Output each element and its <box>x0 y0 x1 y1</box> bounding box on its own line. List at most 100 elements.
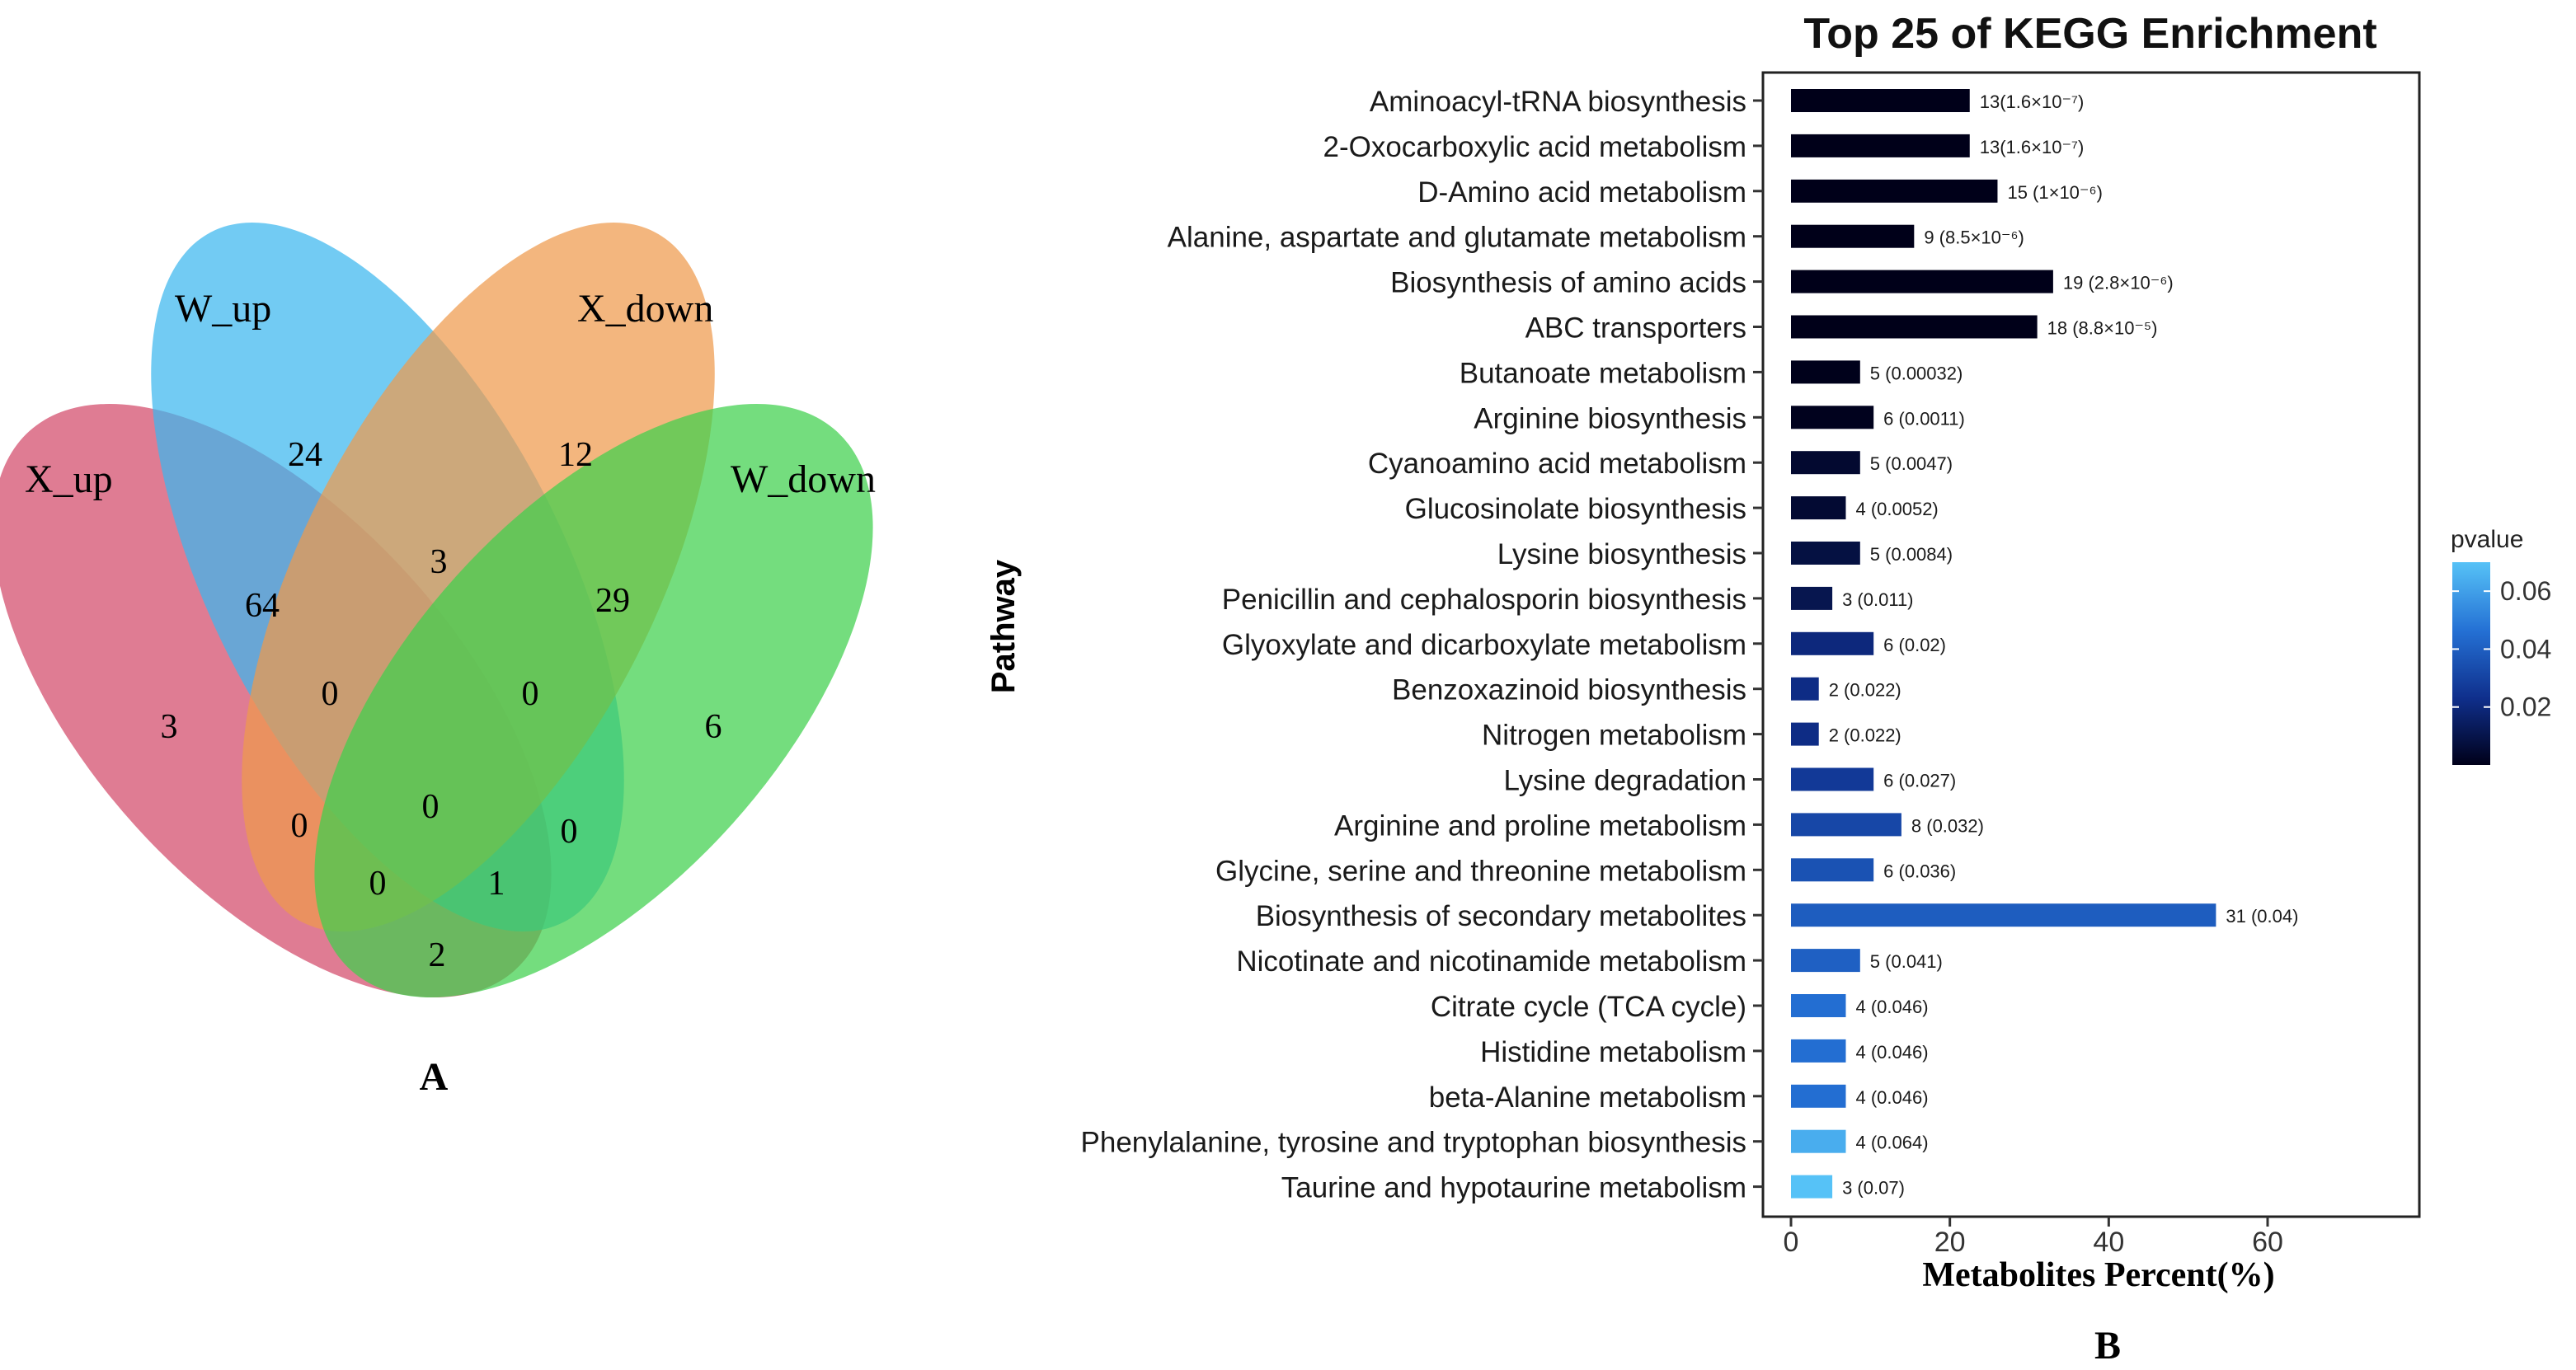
bar <box>1791 179 1998 203</box>
bar-value-label: 4 (0.046) <box>1855 997 1928 1017</box>
bar <box>1791 631 1874 655</box>
bar-value-label: 3 (0.07) <box>1842 1178 1905 1199</box>
venn-count-x-up-x-down-w-down: 0 <box>369 865 387 903</box>
venn-count-x-up-x-down: 0 <box>291 807 308 845</box>
category-label: Alanine, aspartate and glutamate metabol… <box>1168 222 1746 254</box>
category-label: Nicotinate and nicotinamide metabolism <box>1236 945 1746 978</box>
bar <box>1791 949 1860 973</box>
bar <box>1791 1084 1846 1108</box>
bar-value-label: 4 (0.046) <box>1855 1087 1928 1108</box>
bar-value-label: 13(1.6×10⁻⁷) <box>1980 91 2085 112</box>
panel-label-a: A <box>420 1055 449 1099</box>
bar <box>1791 496 1846 520</box>
bar-value-label: 3 (0.011) <box>1842 589 1913 610</box>
category-label: Benzoxazinoid biosynthesis <box>1392 674 1746 706</box>
category-label: Arginine and proline metabolism <box>1334 809 1746 842</box>
y-axis-title: Pathway <box>985 559 1022 693</box>
legend-tick-label: 0.04 <box>2500 634 2551 664</box>
bar-value-label: 4 (0.046) <box>1855 1042 1928 1063</box>
category-label: ABC transporters <box>1525 312 1746 345</box>
bar <box>1791 813 1901 837</box>
bar-value-label: 5 (0.00032) <box>1870 363 1963 383</box>
bar <box>1791 677 1819 701</box>
bar <box>1791 89 1970 112</box>
bar <box>1791 586 1833 610</box>
bar-value-label: 6 (0.036) <box>1883 861 1956 881</box>
venn-count-x-up-w-up: 64 <box>245 587 280 625</box>
x-tick-label: 20 <box>1934 1227 1966 1258</box>
x-axis-ticks: 0 20 40 60 <box>1784 1217 2283 1258</box>
bar-value-label: 8 (0.032) <box>1911 815 1984 836</box>
venn-set-label-w-up: W_up <box>175 287 271 331</box>
venn-count-all-four: 0 <box>422 788 440 826</box>
bar-value-label: 13(1.6×10⁻⁷) <box>1980 137 2085 157</box>
bar-value-labels: 13(1.6×10⁻⁷) 13(1.6×10⁻⁷) 15 (1×10⁻⁶) 9 (8.… <box>1829 91 2299 1199</box>
category-label: Biosynthesis of secondary metabolites <box>1256 900 1746 932</box>
x-tick-label: 40 <box>2093 1227 2124 1258</box>
category-label: Glucosinolate biosynthesis <box>1405 493 1746 525</box>
bar-value-label: 4 (0.0052) <box>1855 499 1938 519</box>
category-label: Nitrogen metabolism <box>1482 720 1746 752</box>
venn-count-w-up-w-down: 0 <box>561 813 578 851</box>
x-tick-label: 60 <box>2252 1227 2283 1258</box>
bar <box>1791 270 2053 293</box>
x-axis-title: Metabolites Percent(%) <box>1922 1256 2274 1294</box>
venn-count-w-down-only: 6 <box>705 708 722 746</box>
category-label: Penicillin and cephalosporin biosynthesi… <box>1222 584 1746 616</box>
bar <box>1791 1039 1846 1063</box>
venn-set-label-x-down: X_down <box>577 287 713 331</box>
venn-count-w-up-only: 24 <box>288 436 322 474</box>
bar-value-label: 5 (0.041) <box>1870 951 1943 972</box>
venn-count-x-up-w-up-w-down: 1 <box>488 865 505 903</box>
bar-value-label: 18 (8.8×10⁻⁵) <box>2047 318 2158 339</box>
legend-ticks: 0.02 0.04 0.06 <box>2452 576 2551 722</box>
category-label: Citrate cycle (TCA cycle) <box>1431 991 1746 1023</box>
venn-set-w-down <box>314 404 873 997</box>
category-label: D-Amino acid metabolism <box>1417 176 1746 209</box>
category-labels: Aminoacyl-tRNA biosynthesis 2-Oxocarboxyl… <box>1081 86 1746 1204</box>
bar-value-label: 5 (0.0047) <box>1870 453 1953 474</box>
bar <box>1791 1175 1833 1199</box>
category-label: Aminoacyl-tRNA biosynthesis <box>1370 86 1746 118</box>
bar-value-label: 19 (2.8×10⁻⁶) <box>2063 273 2174 293</box>
category-label: Butanoate metabolism <box>1460 357 1746 389</box>
category-label: Arginine biosynthesis <box>1474 402 1746 434</box>
bar-value-label: 15 (1×10⁻⁶) <box>2007 182 2102 203</box>
legend-tick-label: 0.02 <box>2500 692 2551 722</box>
venn-count-x-up-w-down: 2 <box>429 936 446 974</box>
bar <box>1791 767 1874 791</box>
category-label: 2-Oxocarboxylic acid metabolism <box>1323 131 1746 163</box>
category-label: Histidine metabolism <box>1480 1036 1746 1068</box>
venn-count-x-up-w-up-x-down: 0 <box>322 675 339 713</box>
category-label: Glycine, serine and threonine metabolism <box>1215 855 1746 887</box>
bar <box>1791 406 1874 429</box>
x-tick-label: 0 <box>1784 1227 1799 1258</box>
bar <box>1791 542 1860 565</box>
pvalue-legend: pvalue 0.02 0.04 0.06 <box>2451 526 2551 765</box>
bar <box>1791 315 2038 339</box>
bar <box>1791 903 2216 927</box>
chart-title: Top 25 of KEGG Enrichment <box>1803 10 2376 58</box>
panel-label-b: B <box>2094 1324 2121 1368</box>
bar-value-label: 6 (0.027) <box>1883 771 1956 791</box>
legend-title: pvalue <box>2451 526 2523 553</box>
category-label: Lysine degradation <box>1504 765 1746 797</box>
bars <box>1791 89 2216 1199</box>
category-label: Phenylalanine, tyrosine and tryptophan b… <box>1081 1127 1746 1159</box>
bar-value-label: 4 (0.064) <box>1855 1133 1928 1153</box>
venn-count-w-up-x-down: 3 <box>430 543 448 581</box>
legend-colorbar <box>2452 562 2490 765</box>
venn-count-w-up-x-down-w-down: 0 <box>522 675 539 713</box>
venn-ellipses <box>0 223 873 997</box>
venn-set-label-w-down: W_down <box>731 457 876 501</box>
category-label: Biosynthesis of amino acids <box>1390 267 1746 299</box>
bar-value-label: 31 (0.04) <box>2226 906 2298 927</box>
bar-value-label: 9 (8.5×10⁻⁶) <box>1924 228 2024 248</box>
legend-tick-label: 0.06 <box>2500 576 2551 606</box>
venn-count-x-up-only: 3 <box>161 708 178 746</box>
venn-diagram: X_up W_up X_down W_down 3 24 12 6 64 3 2… <box>0 223 876 1099</box>
bar-value-label: 2 (0.022) <box>1829 725 1901 746</box>
bar <box>1791 134 1970 157</box>
kegg-bar-chart: Top 25 of KEGG Enrichment Aminoacyl-tRNA… <box>985 10 2551 1368</box>
